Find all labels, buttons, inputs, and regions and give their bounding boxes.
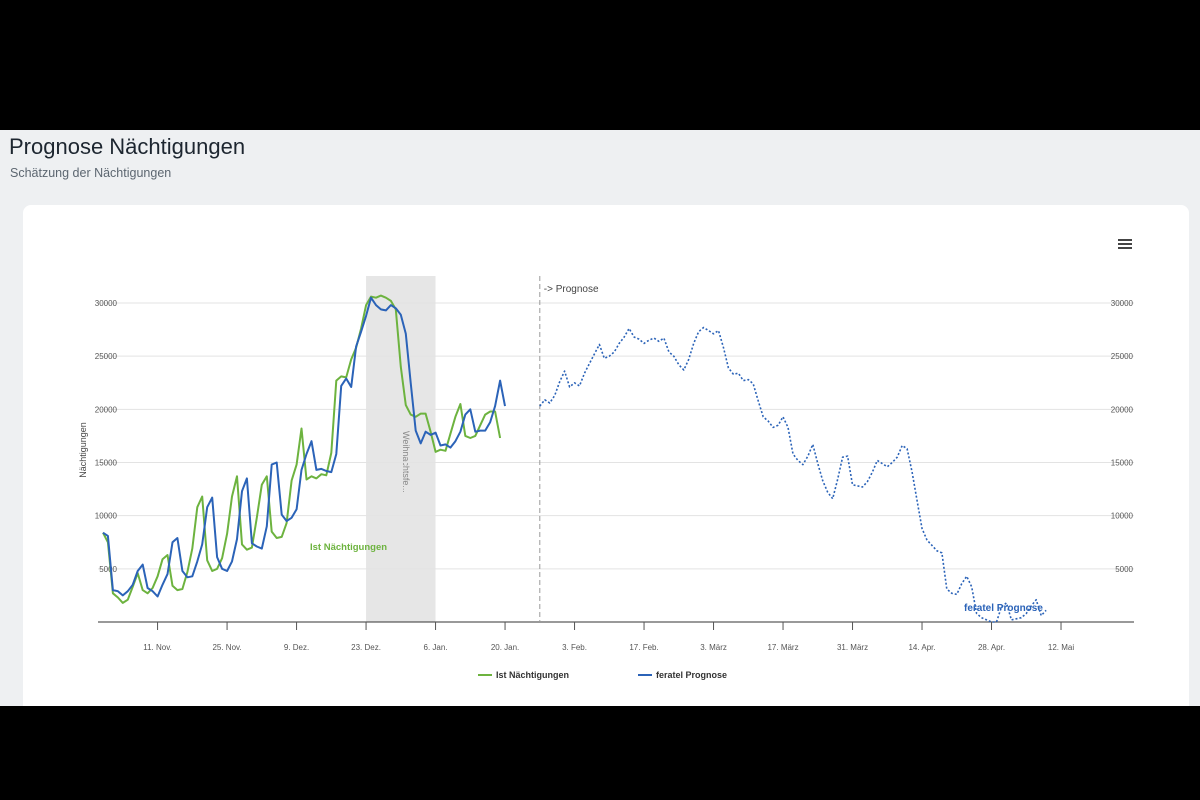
page-title: Prognose Nächtigungen xyxy=(9,134,246,159)
x-tick-label: 11. Nov. xyxy=(143,643,172,652)
legend-item-label: Ist Nächtigungen xyxy=(496,670,569,680)
x-tick-label: 20. Jan. xyxy=(491,643,519,652)
y-tick-label-left: 15000 xyxy=(95,459,118,468)
x-tick-label: 17. Feb. xyxy=(629,643,658,652)
holiday-band xyxy=(366,276,436,622)
y-tick-label-left: 10000 xyxy=(95,512,118,521)
legend-item-label: feratel Prognose xyxy=(656,670,727,680)
series-label-forecast: feratel Prognose xyxy=(964,603,1043,614)
series-line-prognosis xyxy=(102,296,506,598)
x-tick-label: 12. Mai xyxy=(1048,643,1074,652)
y-tick-label-left: 5000 xyxy=(99,565,117,574)
series-label-actual: Ist Nächtigungen xyxy=(310,542,387,553)
series-line-actual xyxy=(102,294,502,604)
x-tick-label: 23. Dez. xyxy=(351,643,381,652)
page-subtitle: Schätzung der Nächtigungen xyxy=(10,166,172,180)
x-tick-label: 14. Apr. xyxy=(908,643,935,652)
x-tick-label: 6. Jan. xyxy=(424,643,448,652)
y-tick-label-right: 20000 xyxy=(1111,405,1134,414)
y-tick-label-right: 5000 xyxy=(1115,565,1133,574)
x-tick-label: 28. Apr. xyxy=(978,643,1005,652)
y-tick-label-left: 30000 xyxy=(95,299,118,308)
x-tick-label: 17. März xyxy=(767,643,798,652)
y-axis-title: Nächtigungen xyxy=(78,422,88,478)
x-tick-label: 3. Feb. xyxy=(562,643,587,652)
chart-menu-button[interactable] xyxy=(1117,237,1133,253)
x-tick-label: 25. Nov. xyxy=(212,643,241,652)
y-tick-label-right: 15000 xyxy=(1111,459,1134,468)
y-tick-label-left: 20000 xyxy=(95,405,118,414)
y-tick-label-right: 30000 xyxy=(1111,299,1134,308)
y-tick-label-right: 10000 xyxy=(1111,512,1134,521)
series-line-forecast xyxy=(539,326,1047,623)
y-tick-label-left: 25000 xyxy=(95,352,118,361)
x-tick-label: 3. März xyxy=(700,643,727,652)
hamburger-menu-icon xyxy=(1118,239,1132,241)
x-tick-label: 9. Dez. xyxy=(284,643,309,652)
forecast-divider-label: -> Prognose xyxy=(544,284,599,295)
y-tick-label-right: 25000 xyxy=(1111,352,1134,361)
x-tick-label: 31. März xyxy=(837,643,868,652)
